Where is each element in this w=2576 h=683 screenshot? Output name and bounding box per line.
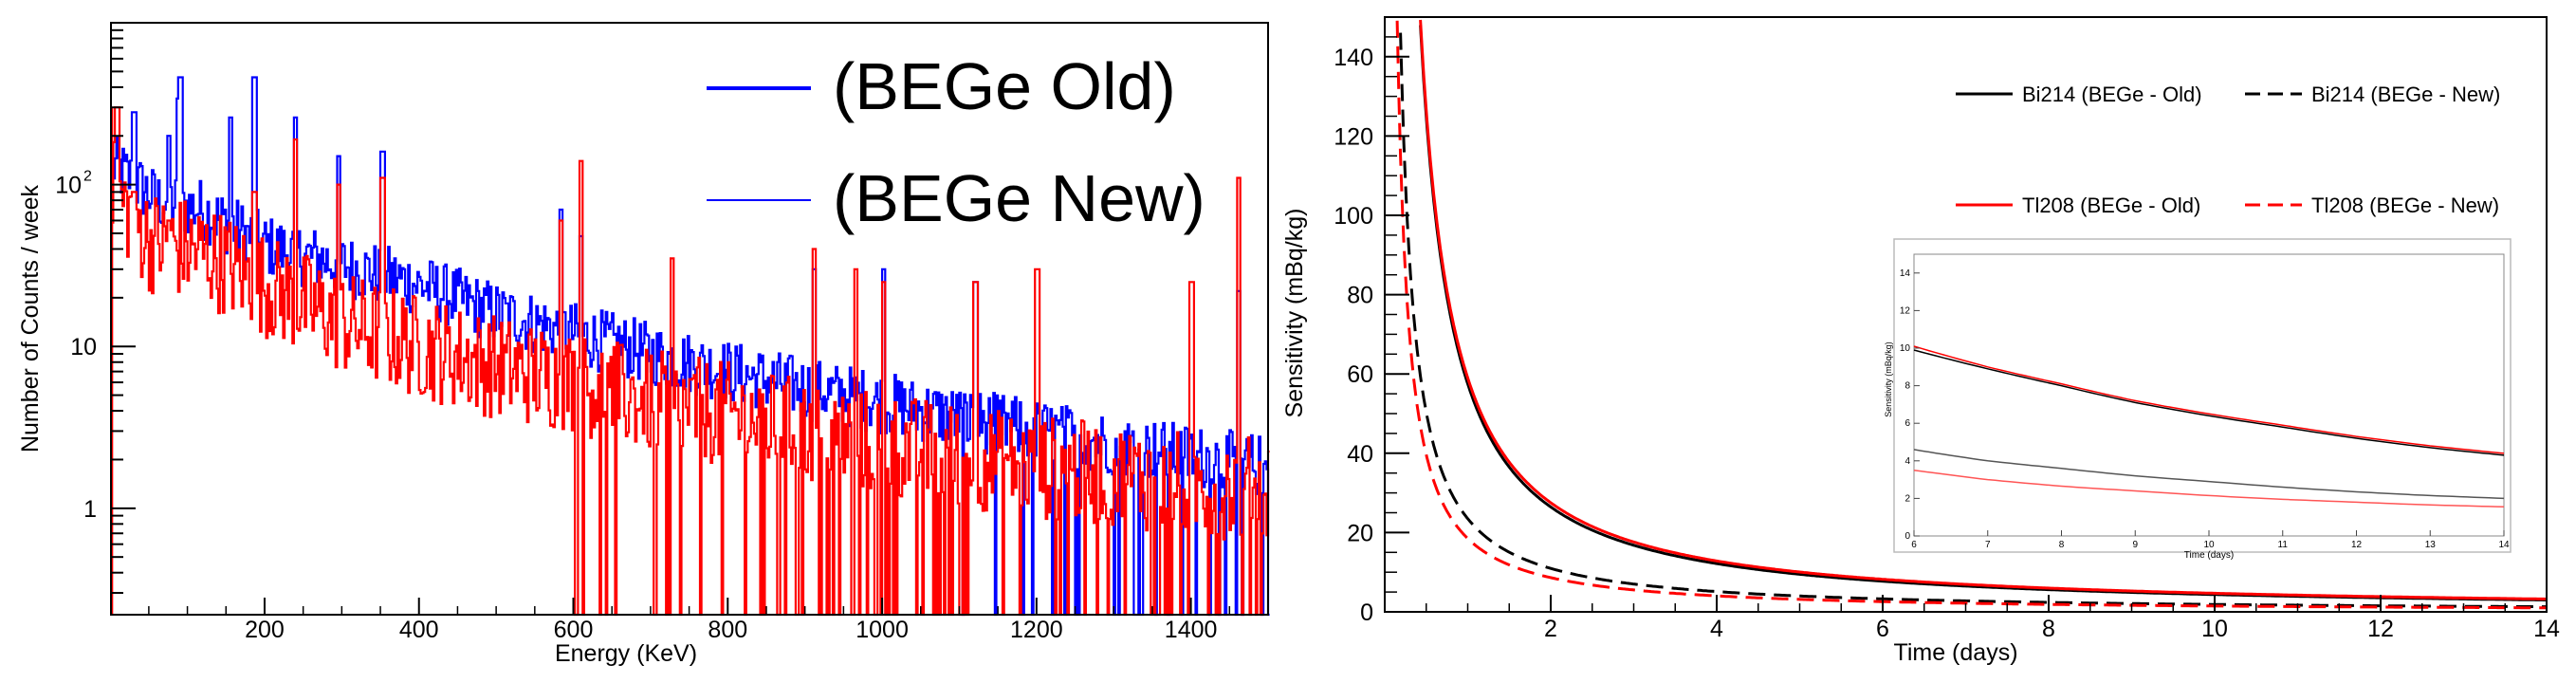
legend-label-tl208-old: Tl208 (BEGe - Old) [2022,194,2200,217]
inset-x-tick-label: 8 [2059,540,2065,550]
right-y-tick-label: 0 [1360,600,1373,626]
right-y-tick-label: 120 [1334,123,1373,150]
inset-x-axis-label: Time (days) [2184,550,2234,561]
sensitivity-line-2 [1419,19,2547,600]
right-x-tick-label: 2 [1544,616,1557,642]
inset-x-tick-label: 13 [2425,540,2437,550]
left-y-axis-label: Number of Counts / week [17,184,44,452]
left-x-tick-label: 800 [708,617,747,643]
legend-label-bi214-new: Bi214 (BEGe - New) [2311,83,2500,106]
legend-label-bege-new: (BEGe New) [833,161,1205,235]
inset-y-tick-label: 4 [1904,456,1910,467]
right-x-axis-label: Time (days) [1893,639,2017,666]
left-x-tick-label: 1000 [856,617,909,643]
spectrum-line-1 [111,106,1270,617]
left-legend: (BEGe Old) (BEGe New) [707,49,1205,235]
legend-label-bege-old: (BEGe Old) [833,49,1176,123]
left-y-tick-label-1: 1 [83,496,97,523]
left-y-tick-label-100: 10 [55,173,82,199]
right-y-axis-label: Sensitivity (mBq/kg) [1281,209,1308,418]
legend-label-bi214-old: Bi214 (BEGe - Old) [2022,83,2202,106]
right-x-tick-label: 8 [2042,616,2055,642]
inset-y-tick-label: 10 [1900,343,1911,354]
left-y-tick-label-10: 10 [70,334,97,360]
left-x-tick-label: 1400 [1165,617,1218,643]
inset-x-tick-label: 11 [2278,540,2289,550]
inset-y-tick-label: 2 [1904,493,1910,504]
right-x-tick-label: 6 [1876,616,1889,642]
right-series-group [1395,19,2547,610]
right-y-tick-label: 40 [1347,441,1373,468]
inset-frame [1893,238,2512,553]
left-x-axis-label: Energy (KeV) [555,640,697,667]
inset-line-3 [1913,469,2505,508]
left-x-tick-label: 400 [399,617,439,643]
inset-line-2 [1913,449,2505,500]
left-x-tick-label: 200 [245,617,285,643]
right-x-tick-label: 4 [1710,616,1723,642]
right-x-tick-label: 12 [2367,616,2394,642]
right-y-tick-label: 140 [1334,45,1373,71]
right-y-tick-label: 80 [1347,283,1373,309]
left-x-tick-label: 600 [554,617,594,643]
right-legend: Bi214 (BEGe - Old) Bi214 (BEGe - New) Tl… [1956,83,2500,217]
inset-line-0 [1913,345,2505,454]
right-y-tick-label: 20 [1347,520,1373,546]
inset-x-tick-label: 12 [2351,540,2363,550]
right-y-tick-label: 60 [1347,361,1373,388]
left-x-tick-label: 1200 [1010,617,1063,643]
inset-chart: 6 7 8 9 10 11 12 13 14 0 2 4 6 8 10 12 14 Time (days) Se… [1884,238,2512,561]
inset-y-tick-label: 6 [1904,418,1910,429]
right-y-tick-label: 100 [1334,203,1373,230]
right-x-tick-label: 10 [2201,616,2228,642]
inset-x-tick-label: 6 [1911,540,1917,550]
inset-x-tick-label: 14 [2498,540,2510,550]
legend-label-tl208-new: Tl208 (BEGe - New) [2311,194,2499,217]
inset-y-tick-label: 14 [1900,268,1911,279]
inset-x-tick-label: 9 [2132,540,2138,550]
inset-y-tick-label: 0 [1904,531,1910,542]
inset-x-tick-label: 10 [2203,540,2215,550]
right-x-tick-label: 14 [2533,616,2560,642]
inset-y-tick-label: 12 [1900,305,1911,316]
inset-y-tick-label: 8 [1904,381,1910,392]
inset-x-tick-label: 7 [1985,540,1991,550]
inset-y-axis-label: Sensitivity (mBq/kg) [1884,342,1893,417]
inset-line-1 [1913,349,2505,456]
left-y-tick-label-100-exp: 2 [83,169,92,185]
inset-axes: 6 7 8 9 10 11 12 13 14 0 2 4 6 8 10 12 14 [1900,268,2510,550]
